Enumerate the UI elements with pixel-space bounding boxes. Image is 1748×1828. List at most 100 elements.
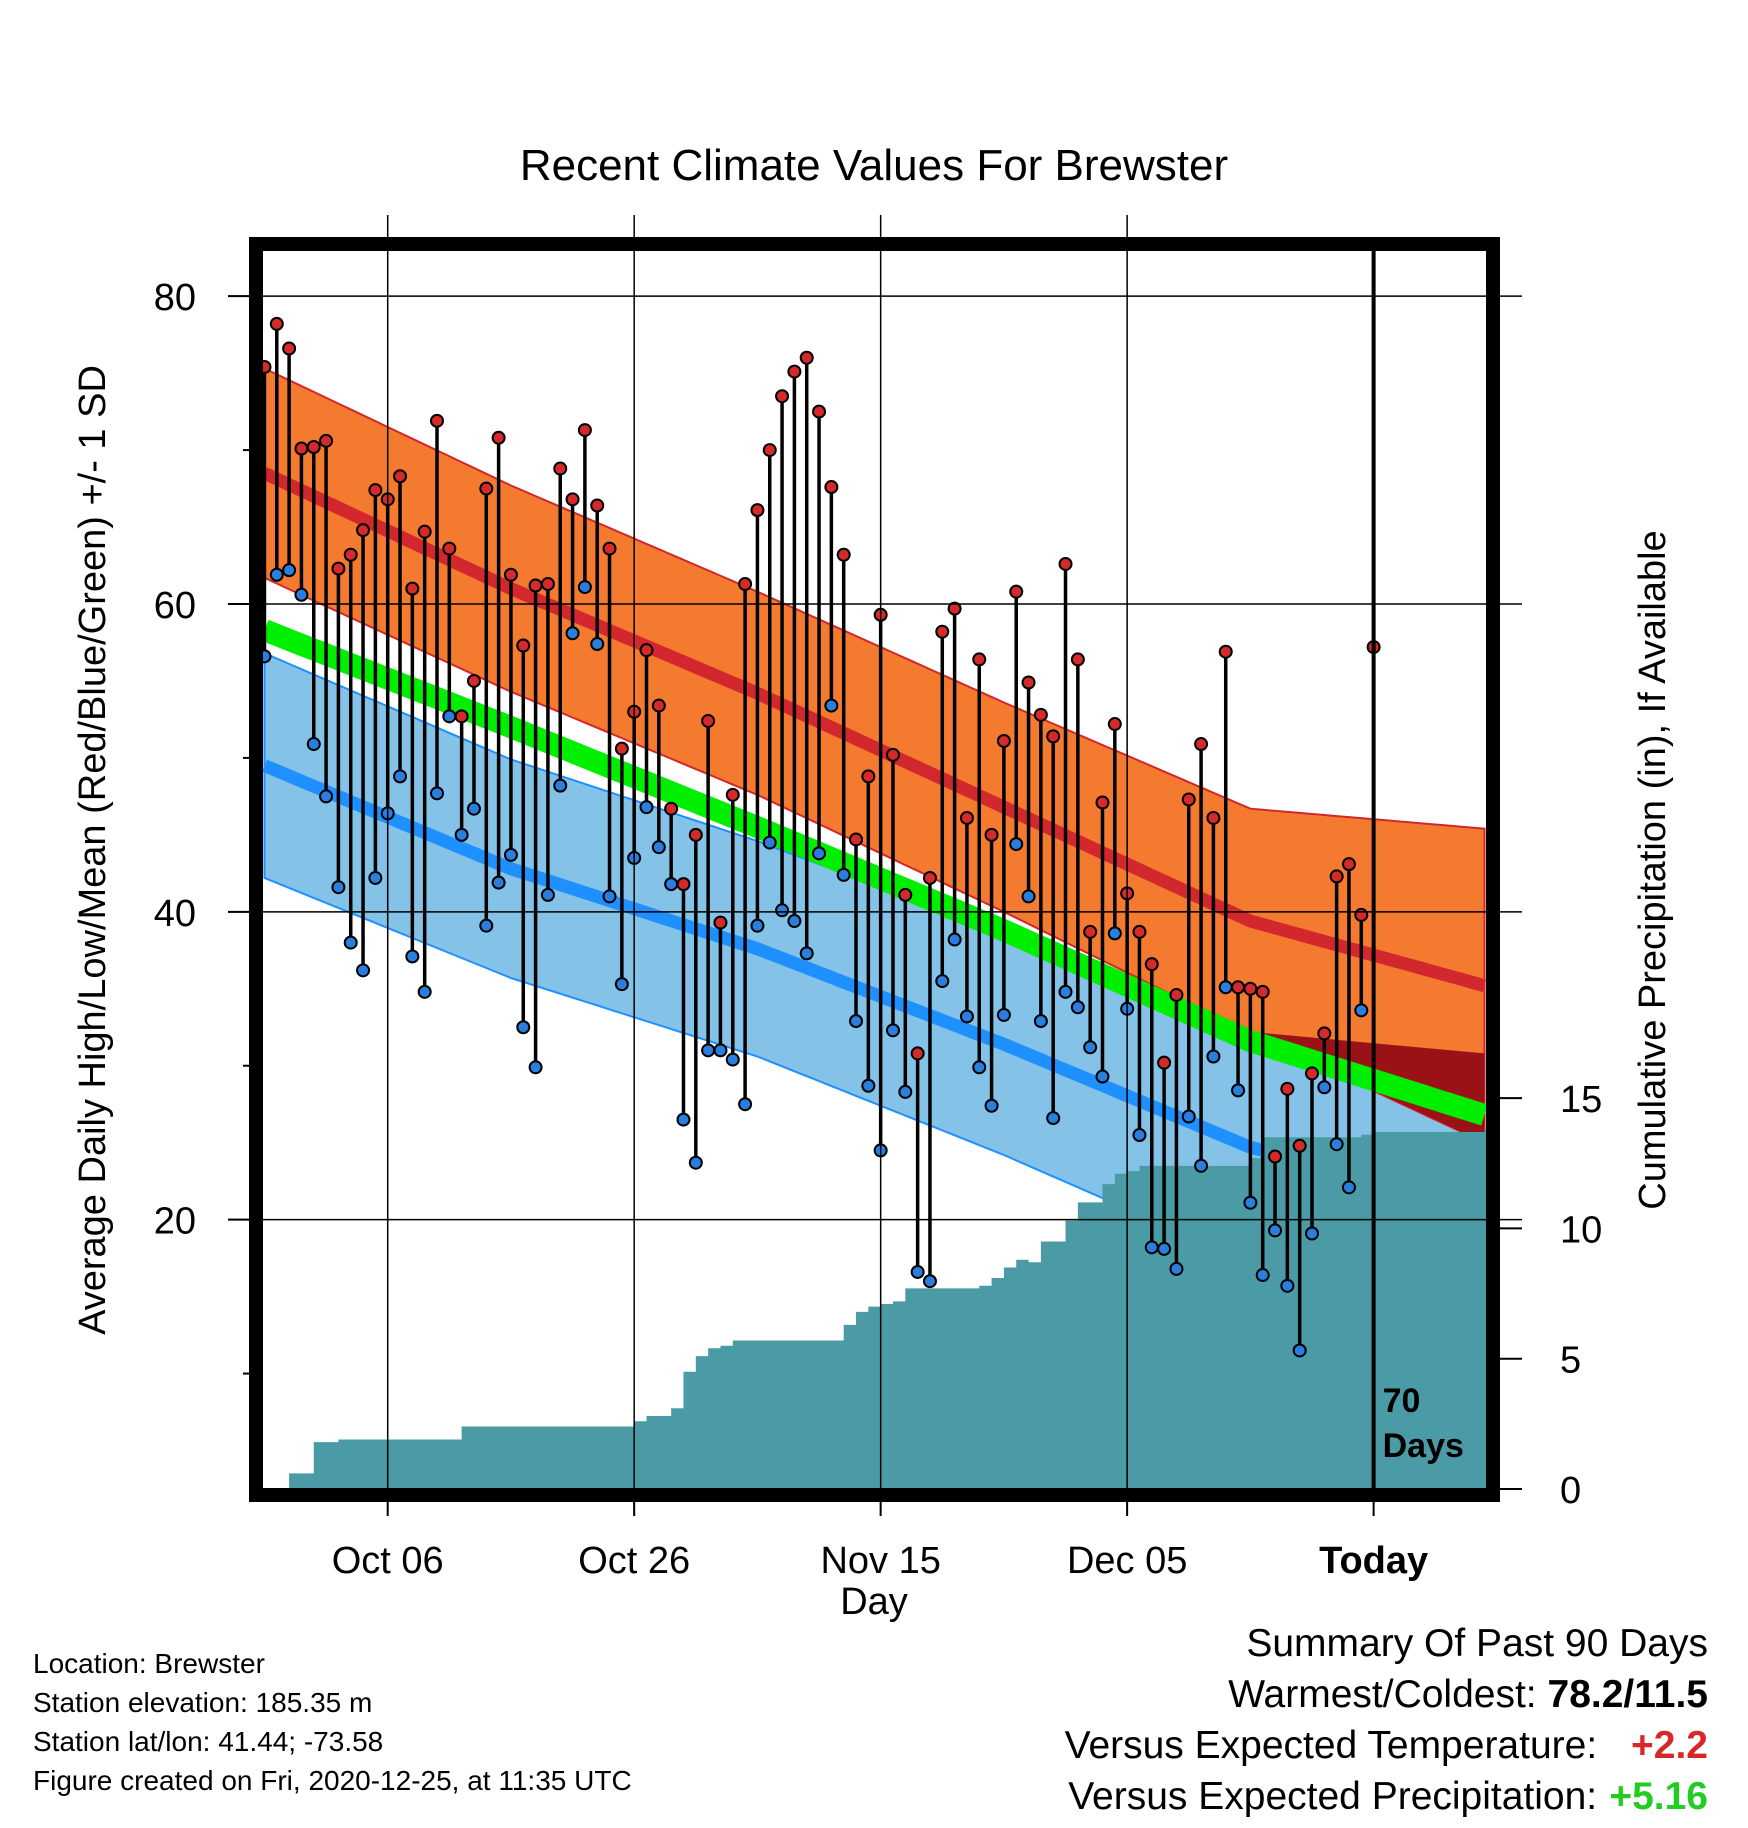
low-point: [959, 1009, 974, 1024]
location-text: Location: Brewster: [33, 1648, 265, 1679]
high-point: [1329, 869, 1344, 884]
high-point: [1268, 1149, 1283, 1164]
low-point: [1280, 1278, 1295, 1293]
x-tick-label: Today: [1319, 1540, 1428, 1582]
temp-row: Versus Expected Temperature: +2.2: [1065, 1720, 1708, 1771]
created-text: Figure created on Fri, 2020-12-25, at 11…: [33, 1765, 632, 1796]
low-point: [1231, 1083, 1246, 1098]
high-point: [984, 827, 999, 842]
high-point: [1009, 584, 1024, 599]
high-point: [910, 1046, 925, 1061]
y-tick-label: 60: [154, 585, 196, 627]
y-tick-label: 20: [154, 1201, 196, 1243]
low-point: [1107, 926, 1122, 941]
high-point: [319, 433, 334, 448]
low-point: [528, 1060, 543, 1075]
low-point: [1009, 837, 1024, 852]
x-axis-label: Day: [840, 1581, 908, 1623]
high-point: [430, 413, 444, 428]
low-point: [1206, 1049, 1221, 1064]
low-point: [664, 877, 679, 892]
high-point: [1231, 980, 1246, 995]
high-point: [516, 638, 531, 653]
low-point: [1368, 0, 1380, 6]
high-point: [762, 443, 777, 458]
high-point: [602, 541, 617, 556]
high-point: [996, 733, 1011, 748]
high-point: [1083, 924, 1098, 939]
x-tick-label: Oct 06: [332, 1540, 444, 1582]
low-point: [1046, 1111, 1061, 1126]
high-point: [262, 359, 272, 374]
low-point: [479, 918, 494, 933]
high-point: [676, 877, 691, 892]
low-point: [750, 918, 765, 933]
x-tick-label: Dec 05: [1067, 1540, 1187, 1582]
low-point: [577, 580, 592, 595]
high-point: [1169, 987, 1184, 1002]
low-point: [1292, 1343, 1307, 1358]
low-point: [775, 903, 790, 918]
low-point: [885, 1023, 900, 1038]
low-point: [922, 1274, 937, 1289]
low-point: [812, 846, 827, 861]
low-point: [1354, 1003, 1369, 1018]
high-point: [849, 832, 864, 847]
low-point: [553, 778, 568, 793]
low-point: [935, 974, 950, 989]
high-point: [750, 503, 765, 518]
high-point: [491, 430, 506, 445]
low-point: [331, 880, 346, 895]
low-point: [1083, 1040, 1098, 1055]
high-point: [1341, 857, 1356, 872]
low-point: [1268, 1223, 1283, 1238]
low-point: [590, 637, 605, 652]
low-point: [430, 786, 444, 801]
low-point: [417, 984, 432, 999]
low-point: [1132, 1128, 1147, 1142]
low-point: [343, 935, 358, 950]
low-point: [701, 1043, 716, 1058]
low-point: [1341, 1180, 1356, 1195]
warmest-value: 78.2/11.5: [1547, 1673, 1709, 1716]
low-point: [1255, 1268, 1270, 1283]
high-point: [922, 870, 937, 885]
high-point: [898, 887, 913, 902]
elevation-text: Station elevation: 185.35 m: [33, 1687, 373, 1718]
high-point: [861, 769, 876, 784]
high-point: [1144, 957, 1159, 972]
high-point: [614, 741, 629, 756]
today-days-count: 70: [1383, 1382, 1421, 1420]
high-point: [479, 481, 494, 496]
x-tick-label: Oct 26: [578, 1540, 690, 1582]
high-point: [688, 827, 703, 842]
low-point: [651, 840, 666, 855]
low-point: [466, 801, 481, 816]
plot-area: 70 Days 20 40 60 80 0 5 10 15 Oct 06 Oct 26 Nov 15 De…: [154, 0, 1602, 1582]
station-info: Location: Brewster Station elevation: 18…: [33, 1644, 632, 1800]
low-point: [540, 887, 555, 902]
precip-value: +5.16: [1609, 1775, 1708, 1818]
high-point: [713, 915, 728, 930]
low-point: [1305, 1226, 1319, 1241]
low-point: [1181, 1109, 1196, 1124]
high-point: [553, 461, 568, 476]
low-point: [972, 1060, 987, 1075]
low-point: [356, 963, 371, 978]
low-point: [405, 949, 420, 964]
high-point: [972, 652, 987, 667]
high-point: [812, 404, 827, 419]
high-point: [1033, 707, 1048, 722]
high-point: [442, 541, 457, 556]
low-point: [762, 835, 777, 850]
low-point: [861, 1078, 876, 1093]
low-point: [713, 1043, 728, 1058]
high-point: [503, 567, 518, 582]
high-point: [1243, 981, 1258, 996]
low-point: [688, 1155, 703, 1170]
high-point: [282, 341, 297, 356]
high-point: [405, 581, 420, 596]
high-point: [1280, 1081, 1295, 1096]
y2-tick-label: 10: [1560, 1209, 1602, 1251]
low-point: [491, 875, 506, 890]
